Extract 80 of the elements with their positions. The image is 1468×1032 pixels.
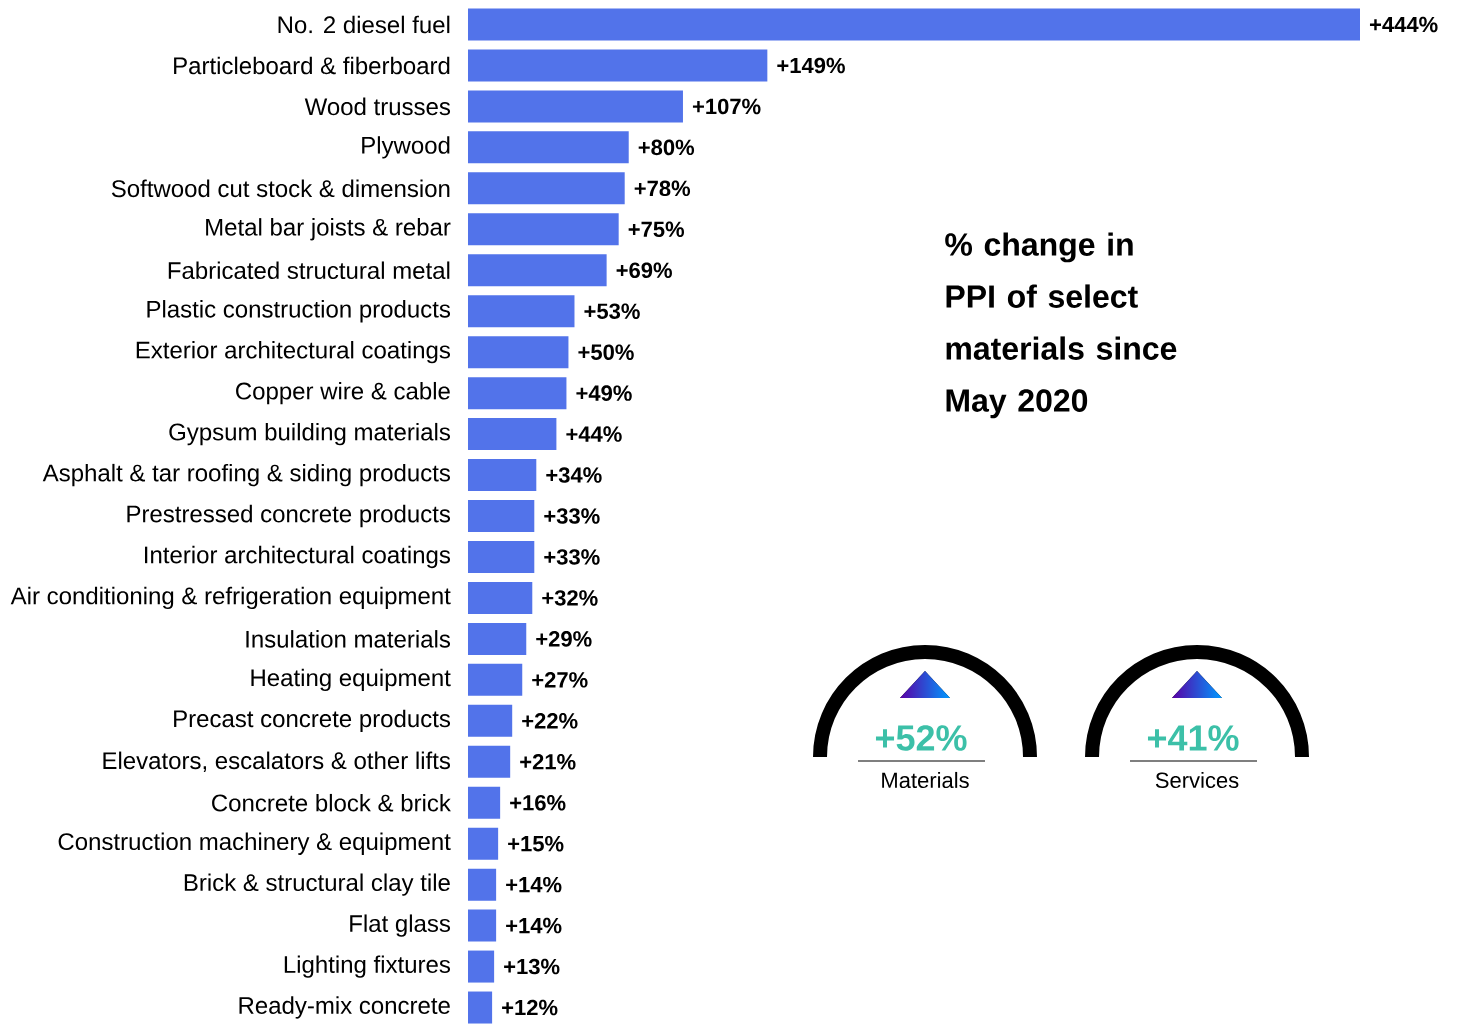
y-tick-label: No. 2 diesel fuel <box>278 15 450 34</box>
annotation: +41% <box>1147 725 1239 751</box>
bar <box>468 909 497 942</box>
annotation: Services <box>1155 771 1239 789</box>
data-label: +21% <box>520 754 576 770</box>
y-tick-label: Lighting fixtures <box>284 955 451 978</box>
bar <box>468 581 533 614</box>
data-label: +50% <box>578 344 634 360</box>
bar <box>468 377 567 410</box>
y-tick-label: Brick & structural clay tile <box>184 873 450 896</box>
y-tick-label: Insulation materials <box>246 630 451 648</box>
y-tick-label: Flat glass <box>350 914 451 937</box>
y-tick-label: Prestressed concrete products <box>127 504 451 528</box>
annotation: Materials <box>882 771 969 789</box>
y-tick-label: Gypsum building materials <box>169 422 450 446</box>
data-label: +29% <box>536 631 592 647</box>
bar <box>468 827 499 860</box>
bar <box>468 704 513 737</box>
data-label: +27% <box>532 672 588 688</box>
y-tick-label: Concrete block & brick <box>212 793 451 812</box>
bar <box>468 868 497 901</box>
data-label: +22% <box>522 713 578 729</box>
y-tick-label: Construction machinery & equipment <box>58 832 451 855</box>
y-tick-label: Plywood <box>362 136 450 159</box>
bar <box>468 745 511 778</box>
data-label: +149% <box>777 57 845 74</box>
bar <box>468 8 1360 41</box>
bar <box>468 213 619 246</box>
data-label: +53% <box>584 303 640 320</box>
bar <box>468 991 493 1024</box>
y-tick-label: Asphalt & tar roofing & siding products <box>42 463 451 487</box>
bar <box>468 295 575 328</box>
y-tick-label: Elevators, escalators & other lifts <box>103 751 451 772</box>
bar <box>468 500 535 533</box>
data-label: +14% <box>506 917 562 934</box>
annotation: +52% <box>875 725 967 751</box>
bar <box>468 90 683 123</box>
y-tick-label: Softwood cut stock & dimension <box>111 179 450 198</box>
bar <box>468 336 569 369</box>
y-tick-label: Copper wire & cable <box>236 381 450 405</box>
bar <box>468 459 537 492</box>
data-label: +14% <box>506 876 562 893</box>
data-label: +32% <box>542 590 598 606</box>
bar <box>468 49 768 82</box>
y-tick-label: Particleboard & fiberboard <box>174 56 450 75</box>
bar <box>468 131 629 164</box>
text: % change in PPI of select materials since May 2020 <box>945 232 1177 419</box>
data-label: +78% <box>634 180 691 197</box>
y-tick-label: Exterior architectural coatings <box>136 341 451 364</box>
data-label: +16% <box>510 794 566 811</box>
y-tick-label: Fabricated structural metal <box>168 261 450 280</box>
bar <box>468 254 607 287</box>
y-tick-label: Air conditioning & refrigeration equipment <box>10 586 451 610</box>
y-tick-label: Heating equipment <box>251 668 451 692</box>
data-label: +34% <box>546 467 602 483</box>
bar <box>468 540 535 573</box>
data-label: +15% <box>508 835 564 852</box>
data-label: +13% <box>504 958 560 975</box>
data-label: +44% <box>566 426 622 442</box>
data-label: +69% <box>616 262 672 279</box>
data-label: +80% <box>638 139 695 156</box>
data-label: +33% <box>544 549 600 565</box>
bar <box>468 172 625 205</box>
y-tick-label: Precast concrete products <box>174 709 451 732</box>
y-tick-label: Plastic construction products <box>147 300 451 323</box>
data-label: +107% <box>692 98 761 115</box>
bar <box>468 418 557 451</box>
bar <box>468 786 501 819</box>
data-label: +444% <box>1369 16 1438 33</box>
data-label: +75% <box>628 221 685 238</box>
y-tick-label: Metal bar joists & rebar <box>206 218 451 241</box>
y-tick-label: Interior architectural coatings <box>145 545 451 569</box>
y-tick-label: Ready-mix concrete <box>239 996 450 1019</box>
bar <box>468 663 523 696</box>
data-label: +33% <box>544 508 600 524</box>
y-tick-label: Wood trusses <box>304 97 451 116</box>
data-label: +12% <box>502 999 558 1016</box>
data-label: +49% <box>576 385 632 401</box>
bar <box>468 950 495 983</box>
bar <box>468 622 527 655</box>
